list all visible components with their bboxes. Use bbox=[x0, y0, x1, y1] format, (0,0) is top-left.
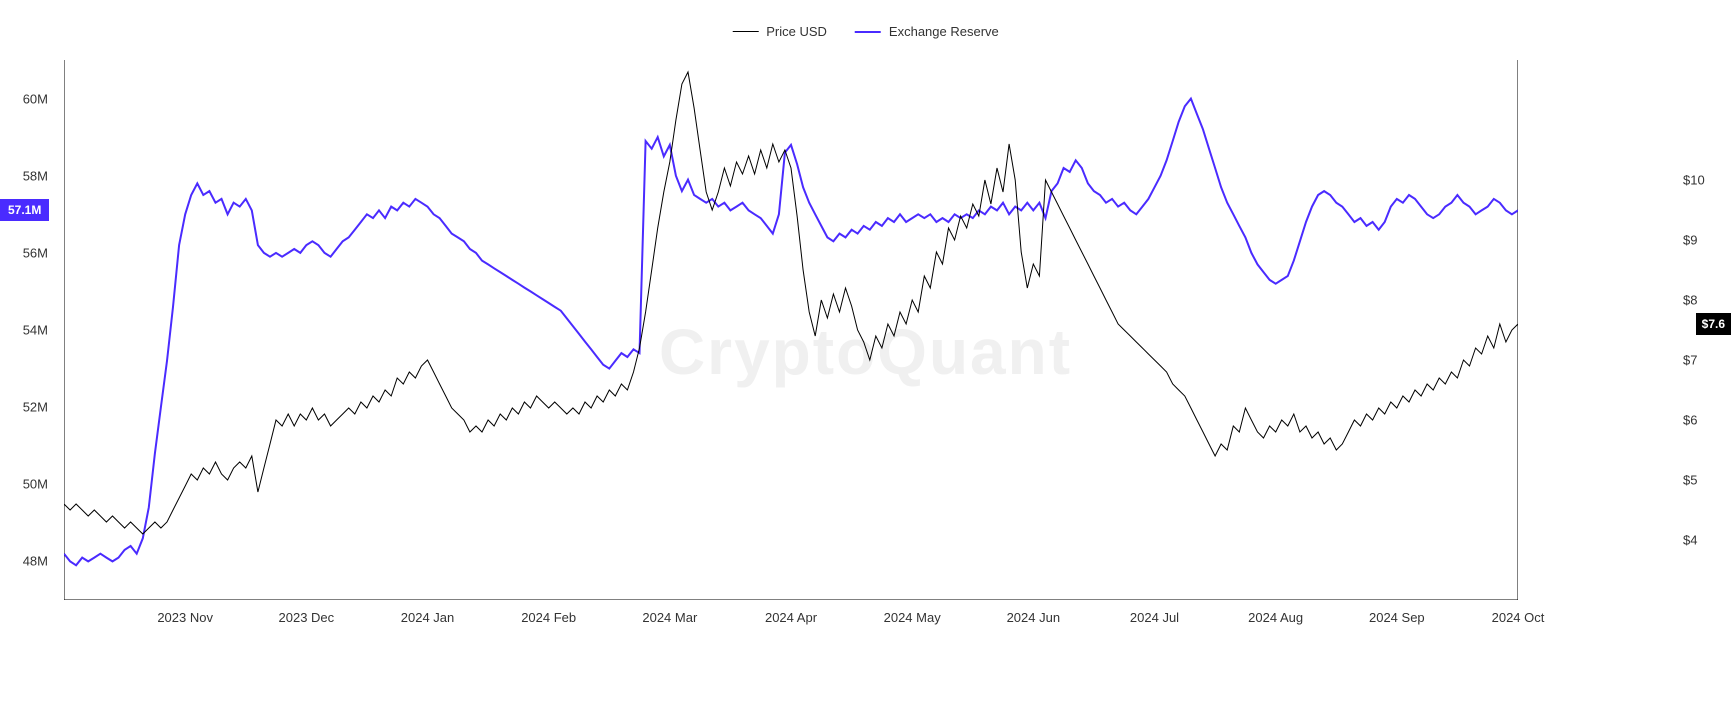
x-tick-label: 2024 Mar bbox=[642, 610, 697, 625]
y-right-tick-label: $4 bbox=[1683, 533, 1697, 548]
y-left-axis-labels: 48M 50M 52M 54M 56M 58M 60M bbox=[0, 60, 56, 600]
x-tick-label: 2024 Jan bbox=[401, 610, 455, 625]
x-tick-label: 2024 May bbox=[884, 610, 941, 625]
y-right-current-badge: $7.6 bbox=[1696, 313, 1731, 335]
y-left-tick-label: 50M bbox=[23, 477, 48, 492]
legend-label-reserve: Exchange Reserve bbox=[889, 24, 999, 39]
x-tick-label: 2024 Apr bbox=[765, 610, 817, 625]
x-tick-label: 2024 Feb bbox=[521, 610, 576, 625]
y-left-tick-label: 54M bbox=[23, 323, 48, 338]
y-left-current-badge: 57.1M bbox=[0, 199, 49, 221]
y-right-tick-label: $10 bbox=[1683, 173, 1705, 188]
y-left-tick-label: 56M bbox=[23, 245, 48, 260]
legend: Price USD Exchange Reserve bbox=[732, 24, 999, 39]
y-right-tick-label: $7 bbox=[1683, 353, 1697, 368]
chart-container: Price USD Exchange Reserve CryptoQuant 4… bbox=[0, 0, 1731, 704]
plot-svg bbox=[64, 60, 1518, 600]
y-right-tick-label: $6 bbox=[1683, 413, 1697, 428]
x-tick-label: 2024 Jun bbox=[1007, 610, 1061, 625]
y-left-tick-label: 60M bbox=[23, 91, 48, 106]
x-tick-label: 2024 Aug bbox=[1248, 610, 1303, 625]
x-tick-label: 2024 Jul bbox=[1130, 610, 1179, 625]
x-tick-label: 2024 Oct bbox=[1492, 610, 1545, 625]
x-tick-label: 2023 Nov bbox=[157, 610, 213, 625]
x-tick-label: 2023 Dec bbox=[279, 610, 335, 625]
series-group bbox=[64, 72, 1518, 565]
y-right-tick-label: $9 bbox=[1683, 233, 1697, 248]
legend-label-price: Price USD bbox=[766, 24, 827, 39]
y-left-tick-label: 52M bbox=[23, 400, 48, 415]
x-axis-labels: 2023 Nov 2023 Dec 2024 Jan 2024 Feb 2024 Mar… bbox=[64, 606, 1518, 630]
y-left-tick-label: 58M bbox=[23, 168, 48, 183]
x-tick-label: 2024 Sep bbox=[1369, 610, 1425, 625]
legend-item-price[interactable]: Price USD bbox=[732, 24, 827, 39]
legend-swatch-reserve bbox=[855, 31, 881, 33]
plot-area[interactable] bbox=[64, 60, 1518, 600]
y-left-tick-label: 48M bbox=[23, 554, 48, 569]
legend-swatch-price bbox=[732, 31, 758, 32]
series-line-price-usd bbox=[64, 72, 1518, 534]
y-right-tick-label: $8 bbox=[1683, 293, 1697, 308]
y-right-tick-label: $5 bbox=[1683, 473, 1697, 488]
legend-item-reserve[interactable]: Exchange Reserve bbox=[855, 24, 999, 39]
